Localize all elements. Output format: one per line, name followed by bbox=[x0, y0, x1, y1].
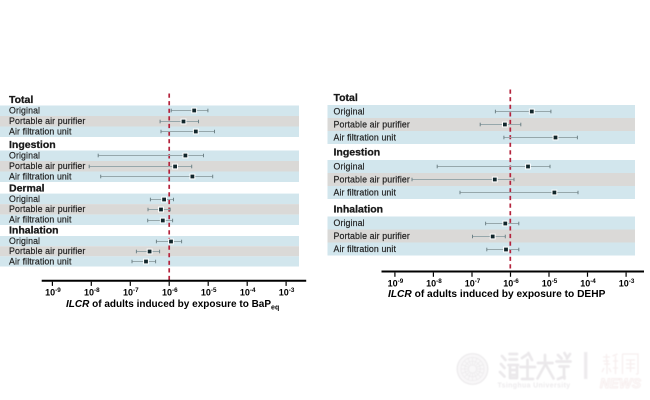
svg-text:Original: Original bbox=[9, 194, 40, 204]
svg-text:10-7: 10-7 bbox=[123, 287, 139, 297]
svg-text:Portable air purifier: Portable air purifier bbox=[9, 204, 85, 214]
svg-text:Portable air purifier: Portable air purifier bbox=[9, 116, 85, 126]
svg-text:Original: Original bbox=[9, 151, 40, 161]
svg-text:Total: Total bbox=[9, 94, 33, 106]
svg-text:Air filtration unit: Air filtration unit bbox=[9, 127, 72, 137]
svg-text:Portable air purifier: Portable air purifier bbox=[9, 161, 85, 171]
svg-text:Tsinghua University: Tsinghua University bbox=[497, 383, 570, 390]
svg-text:10-8: 10-8 bbox=[426, 278, 442, 288]
svg-text:Original: Original bbox=[334, 106, 365, 116]
svg-text:Portable air purifier: Portable air purifier bbox=[334, 119, 410, 129]
svg-text:10-9: 10-9 bbox=[388, 278, 404, 288]
svg-text:10-9: 10-9 bbox=[45, 287, 61, 297]
svg-text:Portable air purifier: Portable air purifier bbox=[9, 246, 85, 256]
svg-text:Air filtration unit: Air filtration unit bbox=[334, 187, 397, 197]
svg-text:Ingestion: Ingestion bbox=[334, 146, 381, 158]
svg-text:10-5: 10-5 bbox=[542, 278, 558, 288]
svg-text:10-4: 10-4 bbox=[580, 278, 596, 288]
svg-text:Total: Total bbox=[334, 92, 358, 104]
svg-text:Inhalation: Inhalation bbox=[9, 225, 59, 237]
svg-text:Ingestion: Ingestion bbox=[9, 139, 56, 151]
svg-text:Dermal: Dermal bbox=[9, 182, 45, 194]
svg-text:10-4: 10-4 bbox=[240, 287, 256, 297]
svg-text:Air filtration unit: Air filtration unit bbox=[9, 172, 72, 182]
svg-text:10-6: 10-6 bbox=[503, 278, 519, 288]
svg-text:10-6: 10-6 bbox=[162, 287, 178, 297]
svg-text:ILCR of adults induced by expo: ILCR of adults induced by exposure to DE… bbox=[388, 289, 606, 300]
svg-text:Portable air purifier: Portable air purifier bbox=[334, 174, 410, 184]
svg-text:Original: Original bbox=[9, 236, 40, 246]
svg-text:10-5: 10-5 bbox=[201, 287, 217, 297]
svg-text:10-7: 10-7 bbox=[465, 278, 481, 288]
svg-text:10-3: 10-3 bbox=[619, 278, 635, 288]
svg-text:10-3: 10-3 bbox=[279, 287, 295, 297]
svg-text:Original: Original bbox=[9, 106, 40, 116]
svg-text:Portable air purifier: Portable air purifier bbox=[334, 231, 410, 241]
svg-text:NEWS: NEWS bbox=[600, 376, 641, 391]
svg-text:ILCR of adults induced by expo: ILCR of adults induced by exposure to Ba… bbox=[66, 299, 279, 312]
svg-text:Air filtration unit: Air filtration unit bbox=[9, 256, 72, 266]
svg-text:Inhalation: Inhalation bbox=[334, 203, 384, 215]
svg-text:Air filtration unit: Air filtration unit bbox=[334, 132, 397, 142]
svg-text:Air filtration unit: Air filtration unit bbox=[334, 244, 397, 254]
svg-text:10-8: 10-8 bbox=[84, 287, 100, 297]
svg-text:Air filtration unit: Air filtration unit bbox=[9, 215, 72, 225]
svg-text:Original: Original bbox=[334, 161, 365, 171]
svg-text:Original: Original bbox=[334, 218, 365, 228]
